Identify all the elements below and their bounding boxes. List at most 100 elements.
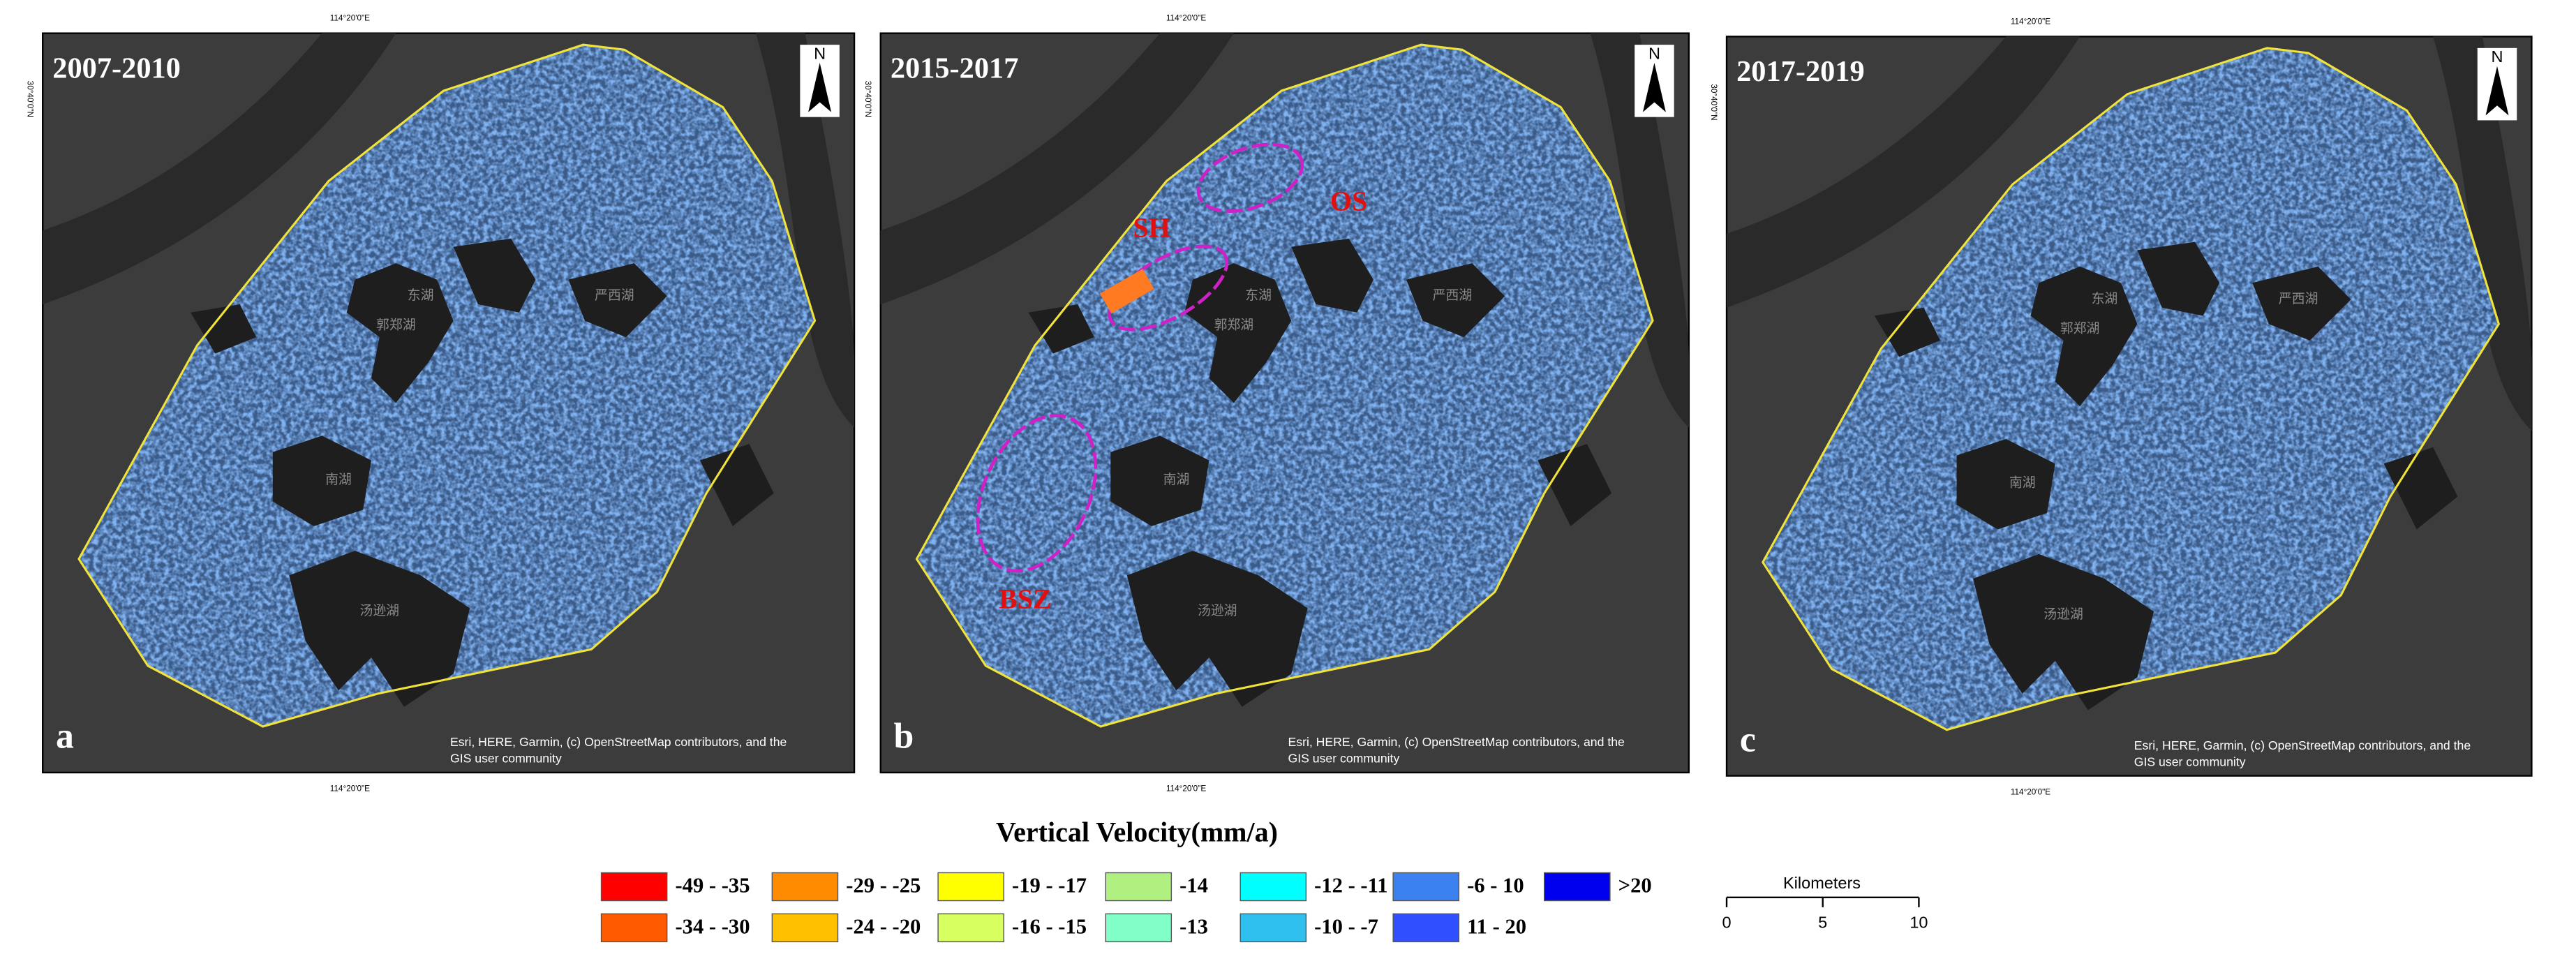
area-annotation: BSZ (999, 583, 1052, 614)
legend-label: -16 - -15 (1012, 915, 1087, 939)
coord-label: 114°20'0"E (2011, 787, 2050, 796)
north-arrow (1642, 63, 1666, 112)
legend-title: Vertical Velocity(mm/a) (996, 817, 1278, 848)
river (43, 33, 396, 305)
lake-label: 汤逊湖 (360, 603, 400, 618)
study-boundary (1762, 47, 2501, 731)
north-label: N (814, 44, 826, 62)
legend-swatch (1392, 872, 1460, 902)
lake (1406, 263, 1505, 338)
attribution: GIS user community (2134, 754, 2246, 768)
legend-swatch (937, 872, 1004, 902)
lake-label: 郭郑湖 (376, 318, 416, 332)
panel-letter: b (894, 717, 914, 757)
area-annotation: SH (1133, 211, 1170, 243)
river (1590, 33, 1689, 428)
legend-swatch (1105, 913, 1172, 943)
lake (1874, 307, 1941, 357)
legend-label: -10 - -7 (1314, 915, 1378, 939)
lake (1291, 238, 1373, 313)
attribution: Esri, HERE, Garmin, (c) OpenStreetMap co… (2134, 738, 2471, 752)
scale-label: 5 (1818, 914, 1827, 932)
legend-swatch (1105, 872, 1172, 902)
period-title: 2007-2010 (52, 52, 181, 84)
lake (1956, 439, 2055, 530)
highlight-ellipse (976, 414, 1098, 573)
lake (699, 444, 774, 526)
lake (1110, 436, 1209, 526)
legend-swatch (771, 872, 839, 902)
legend-label: -19 - -17 (1012, 874, 1087, 898)
panel-letter: c (1740, 720, 1756, 759)
attribution: GIS user community (450, 752, 562, 766)
period-title: 2017-2019 (1736, 55, 1865, 88)
legend-swatch (1239, 913, 1307, 943)
legend-label: -29 - -25 (846, 874, 921, 898)
attribution: Esri, HERE, Garmin, (c) OpenStreetMap co… (450, 735, 787, 749)
river (755, 33, 855, 428)
coord-label: 114°20'0"E (1166, 784, 1206, 794)
lake-label: 严西湖 (1433, 288, 1473, 302)
legend-label: -49 - -35 (675, 874, 750, 898)
lake (191, 304, 257, 354)
legend-swatch (600, 913, 668, 943)
north-arrow (808, 63, 832, 112)
river (1727, 36, 2080, 308)
legend-swatch (937, 913, 1004, 943)
coord-label: 30°40'0"N (863, 81, 872, 117)
north-label: N (1648, 44, 1660, 62)
river (2433, 36, 2532, 431)
coord-label: 114°20'0"E (330, 784, 370, 794)
lake-label: 东湖 (408, 288, 434, 302)
river (880, 33, 1234, 305)
north-arrow (2485, 66, 2509, 116)
lake (568, 263, 667, 338)
lake-label: 南湖 (1163, 472, 1190, 486)
study-boundary (77, 43, 817, 728)
lake (346, 263, 454, 403)
north-label: N (2492, 47, 2503, 66)
lake (1538, 444, 1612, 526)
highlight-ellipse (1108, 244, 1229, 332)
lake-label: 东湖 (1245, 288, 1272, 302)
legend-label: -14 (1179, 874, 1208, 898)
legend-label: -12 - -11 (1314, 874, 1387, 898)
lake-label: 东湖 (2092, 291, 2118, 306)
lake-label: 汤逊湖 (2043, 606, 2083, 621)
lake-label: 郭郑湖 (2060, 320, 2100, 335)
legend-label: -6 - 10 (1467, 874, 1524, 898)
coord-label: 114°20'0"E (1166, 14, 1206, 23)
lake (1028, 304, 1094, 354)
lake (2030, 266, 2138, 406)
legend-swatch (1544, 872, 1611, 902)
lake (272, 436, 371, 526)
scale-label: 10 (1909, 914, 1928, 932)
legend-swatch (1392, 913, 1460, 943)
legend-swatch (1239, 872, 1307, 902)
scale-title: Kilometers (1783, 874, 1861, 892)
lake-label: 南湖 (2009, 475, 2036, 490)
lake (2252, 266, 2351, 341)
study-boundary (915, 43, 1654, 728)
period-title: 2015-2017 (891, 52, 1019, 84)
lake-label: 郭郑湖 (1214, 318, 1254, 332)
attribution: GIS user community (1288, 752, 1400, 766)
legend-label: >20 (1618, 874, 1652, 898)
lake (1126, 551, 1308, 707)
legend-label: 11 - 20 (1467, 915, 1526, 939)
hotspot (1099, 269, 1154, 314)
panel-letter: a (56, 717, 74, 757)
coord-label: 114°20'0"E (330, 14, 370, 23)
area-annotation: OS (1330, 186, 1367, 217)
lake (1973, 553, 2154, 710)
lake (453, 238, 536, 313)
coord-label: 30°40'0"N (1709, 84, 1718, 120)
lake-label: 严西湖 (595, 288, 634, 302)
lake (2137, 241, 2220, 316)
lake-label: 汤逊湖 (1198, 603, 1237, 618)
